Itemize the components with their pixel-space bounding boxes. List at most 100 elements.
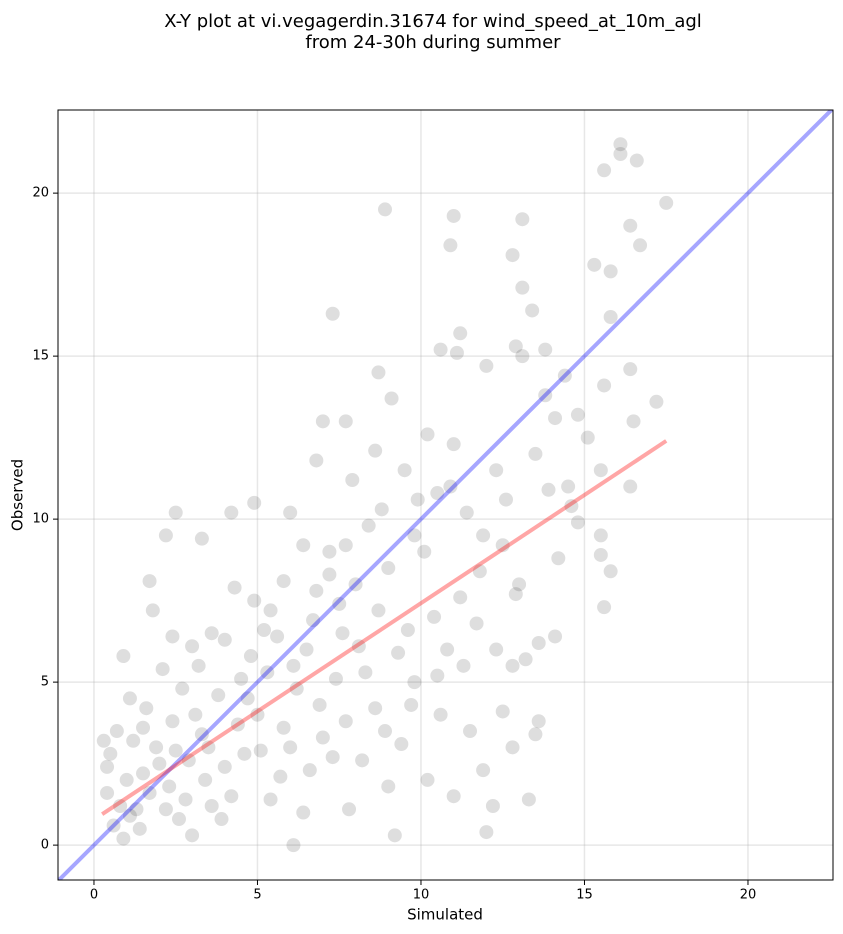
scatter-point <box>129 802 144 817</box>
scatter-point <box>580 430 595 445</box>
scatter-point <box>155 662 170 677</box>
scatter-point <box>459 505 474 520</box>
scatter-point <box>149 740 164 755</box>
chart-title: X-Y plot at vi.vegagerdin.31674 for wind… <box>164 11 702 32</box>
scatter-point <box>472 564 487 579</box>
scatter-point <box>368 701 383 716</box>
scatter-point <box>299 642 314 657</box>
scatter-point <box>355 753 370 768</box>
scatter-point <box>381 561 396 576</box>
scatter-point <box>633 238 648 253</box>
scatter-point <box>217 759 232 774</box>
scatter-point <box>224 505 239 520</box>
scatter-point <box>132 821 147 836</box>
x-tick-label: 5 <box>253 888 261 903</box>
scatter-point <box>564 499 579 514</box>
scatter-point <box>551 551 566 566</box>
scatter-point <box>168 743 183 758</box>
scatter-point <box>407 675 422 690</box>
x-tick-label: 20 <box>740 888 757 903</box>
scatter-point <box>178 792 193 807</box>
scatter-point <box>515 280 530 295</box>
scatter-point <box>185 639 200 654</box>
scatter-point <box>394 737 409 752</box>
scatter-point <box>204 626 219 641</box>
y-tick-label: 5 <box>41 675 49 690</box>
scatter-point <box>296 538 311 553</box>
scatter-point <box>348 577 363 592</box>
scatter-point <box>443 479 458 494</box>
scatter-point <box>126 733 141 748</box>
scatter-point <box>378 202 393 217</box>
scatter-point <box>407 528 422 543</box>
scatter-point <box>325 750 340 765</box>
y-tick-label: 20 <box>32 186 49 201</box>
scatter-point <box>289 681 304 696</box>
scatter-point <box>162 779 177 794</box>
scatter-point <box>325 306 340 321</box>
scatter-point <box>528 727 543 742</box>
scatter-point <box>315 730 330 745</box>
scatter-point <box>273 769 288 784</box>
scatter-point <box>469 616 484 631</box>
scatter-point <box>391 645 406 660</box>
scatter-point <box>479 358 494 373</box>
scatter-point <box>358 665 373 680</box>
scatter-point <box>505 658 520 673</box>
scatter-point <box>593 547 608 562</box>
scatter-point <box>145 603 160 618</box>
scatter-point <box>613 147 628 162</box>
scatter-point <box>371 365 386 380</box>
plot-area <box>58 110 833 880</box>
scatter-point <box>142 785 157 800</box>
scatter-point <box>224 789 239 804</box>
scatter-point <box>508 587 523 602</box>
scatter-point <box>548 629 563 644</box>
scatter-point <box>538 342 553 357</box>
scatter-point <box>214 812 229 827</box>
scatter-point <box>188 707 203 722</box>
x-tick-label: 0 <box>90 888 98 903</box>
scatter-point <box>100 759 115 774</box>
identity-line <box>58 110 833 880</box>
scatter-point <box>570 407 585 422</box>
scatter-point <box>476 528 491 543</box>
scatter-point <box>603 264 618 279</box>
scatter-point <box>495 704 510 719</box>
scatter-point <box>100 785 115 800</box>
scatter-point <box>433 342 448 357</box>
scatter-point <box>351 639 366 654</box>
scatter-point <box>463 724 478 739</box>
scatter-point <box>122 808 137 823</box>
scatter-point <box>103 746 118 761</box>
y-axis-label: Observed <box>9 459 27 531</box>
scatter-point <box>185 828 200 843</box>
scatter-point <box>234 671 249 686</box>
scatter-point <box>113 798 128 813</box>
scatter-point <box>505 740 520 755</box>
scatter-point <box>495 538 510 553</box>
scatter-point <box>338 714 353 729</box>
axes-frame <box>57 109 834 881</box>
scatter-point <box>531 714 546 729</box>
scatter-point <box>489 642 504 657</box>
scatter-point <box>597 600 612 615</box>
scatter-point <box>456 658 471 673</box>
scatter-point <box>489 463 504 478</box>
scatter-point <box>253 743 268 758</box>
scatter-point <box>593 528 608 543</box>
scatter-point <box>106 818 121 833</box>
scatter-point <box>286 838 301 853</box>
scatter-point <box>570 515 585 530</box>
scatter-point <box>260 665 275 680</box>
scatter-point <box>116 649 131 664</box>
scatter-point <box>485 798 500 813</box>
scatter-point <box>250 707 265 722</box>
scatter-point <box>312 697 327 712</box>
scatter-point <box>263 792 278 807</box>
scatter-point <box>309 453 324 468</box>
scatter-point <box>342 802 357 817</box>
scatter-point <box>270 629 285 644</box>
scatter-point <box>476 763 491 778</box>
scatter-point <box>603 310 618 325</box>
